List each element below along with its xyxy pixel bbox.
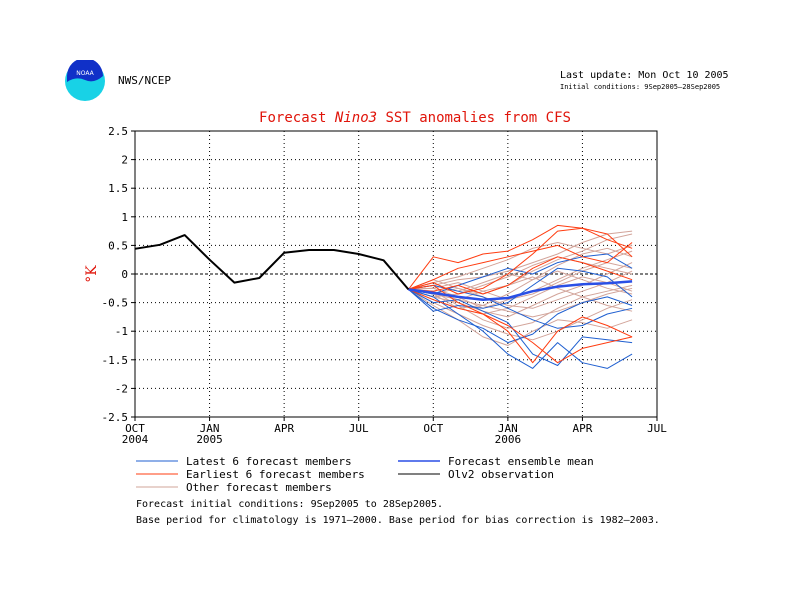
chart-title-part-2: Nino3 — [334, 110, 377, 126]
grid-layer — [131, 130, 658, 421]
other-member-line — [408, 230, 633, 290]
notes: Forecast initial conditions: 9Sep2005 to… — [136, 497, 660, 529]
legend-earliest-label: Earliest 6 forecast members — [186, 468, 365, 481]
initial-conditions: Initial conditions: 9Sep2005–28Sep2005 — [560, 83, 721, 91]
earliest-member-line — [408, 227, 633, 295]
y-axis-label: °K — [84, 265, 100, 283]
y-tick-label: -2.5 — [102, 411, 129, 424]
other-member-line — [408, 233, 633, 295]
legend-obs-label: Olv2 observation — [448, 468, 554, 481]
other-member-line — [408, 270, 633, 309]
chart-title-part-3: SST anomalies from CFS — [377, 110, 571, 126]
y-tick-label: -2 — [115, 382, 128, 395]
y-tick-label: 2.5 — [108, 125, 128, 138]
legend-mean-label: Forecast ensemble mean — [448, 455, 594, 468]
y-tick-label: -1.5 — [102, 354, 129, 367]
last-update: Last update: Mon Oct 10 2005 — [560, 70, 729, 81]
other-member-line — [408, 284, 633, 329]
ensemble-mean-line — [408, 280, 633, 301]
x-tick-label: JUL — [647, 422, 667, 435]
legend-other-label: Other forecast members — [186, 481, 332, 494]
x-tick-year-label: 2004 — [122, 433, 149, 446]
notes-line-2: Base period for climatology is 1971–2000… — [136, 515, 660, 526]
chart-title-part-1: Forecast — [259, 110, 335, 126]
earliest-member-line — [408, 224, 633, 290]
y-tick-label: 1.5 — [108, 182, 128, 195]
latest-member-line — [408, 267, 633, 312]
noaa-logo: NOAA — [65, 60, 105, 101]
y-tick-label: 0.5 — [108, 239, 128, 252]
y-tick-label: -0.5 — [102, 297, 129, 310]
y-tick-label: 2 — [121, 154, 128, 167]
noaa-logo-text: NOAA — [76, 70, 94, 77]
y-tick-label: -1 — [115, 325, 128, 338]
y-tick-label: 1 — [121, 211, 128, 224]
legend: Latest 6 forecast members Earliest 6 for… — [136, 455, 594, 494]
chart-title: Forecast Nino3 SST anomalies from CFS — [259, 110, 571, 126]
notes-line-1: Forecast initial conditions: 9Sep2005 to… — [136, 499, 444, 510]
earliest-member-line — [408, 242, 633, 290]
other-member-line — [408, 250, 633, 309]
y-tick-labels: 2.5 2 1.5 1 0.5 0 -0.5 -1 -1.5 -2 -2.5 — [102, 125, 129, 424]
x-tick-label: APR — [572, 422, 592, 435]
latest-member-line — [408, 288, 633, 369]
x-tick-label: JUL — [349, 422, 369, 435]
x-tick-year-label: 2006 — [495, 433, 522, 446]
x-tick-label: JAN — [498, 422, 518, 435]
x-tick-label: APR — [274, 422, 294, 435]
earliest-member-line — [408, 288, 633, 364]
x-tick-label: OCT — [125, 422, 145, 435]
x-tick-label: OCT — [423, 422, 443, 435]
latest-member-line — [408, 288, 633, 366]
x-tick-label: JAN — [200, 422, 220, 435]
observation-line — [134, 234, 410, 291]
latest-member-line — [408, 253, 633, 295]
x-tick-year-label: 2005 — [196, 433, 223, 446]
plot-frame — [134, 130, 658, 418]
legend-latest-label: Latest 6 forecast members — [186, 455, 352, 468]
org-name: NWS/NCEP — [118, 74, 171, 87]
latest-member-line — [408, 289, 633, 344]
y-tick-label: 0 — [121, 268, 128, 281]
series-layer — [134, 224, 633, 369]
